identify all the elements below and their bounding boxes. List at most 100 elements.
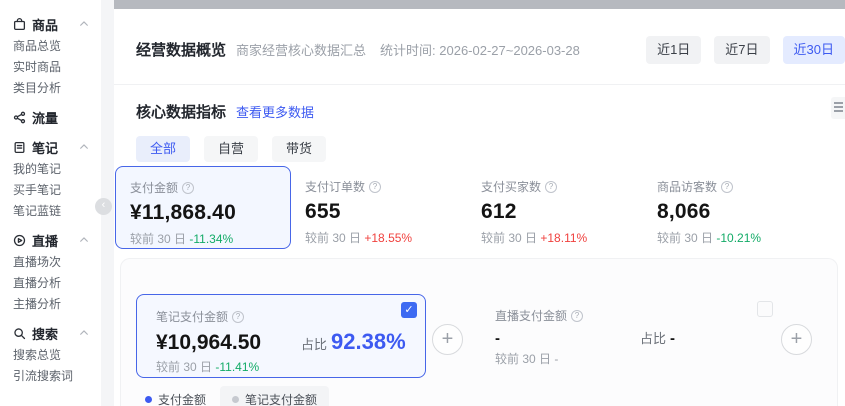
sidebar-item-buyer-notes[interactable]: 买手笔记	[13, 183, 62, 197]
stat-time: 统计时间: 2026-02-27~2026-03-28	[380, 43, 580, 58]
metric-label: 支付订单数 ?	[305, 178, 467, 195]
chevron-up-icon[interactable]	[79, 328, 89, 338]
legend-dot	[232, 396, 240, 403]
sidebar-group-label: 商品	[32, 17, 59, 33]
metric-compare: 较前 30 日 +18.11%	[481, 231, 588, 245]
chevron-up-icon[interactable]	[79, 19, 89, 29]
help-icon[interactable]: ?	[571, 309, 584, 322]
sidebar: 商品 商品总览 实时商品 类目分析 流量 笔记 我的笔记 买手笔记 笔记蓝链 直…	[0, 0, 101, 406]
sidebar-item-my-notes[interactable]: 我的笔记	[13, 162, 62, 176]
sidebar-group-notes[interactable]: 笔记	[0, 135, 101, 159]
sidebar-group-label: 流量	[32, 110, 59, 126]
sidebar-item-search-overview[interactable]: 搜索总览	[13, 348, 62, 362]
truncated-edge-control[interactable]	[831, 97, 845, 119]
metric-label: 支付买家数 ?	[481, 178, 643, 195]
breakdown-change: -11.41%	[215, 360, 260, 374]
checkbox-unchecked[interactable]	[757, 301, 773, 317]
tab-self-operated[interactable]: 自营	[204, 136, 259, 162]
help-icon[interactable]: ?	[545, 180, 558, 193]
range-button-group: 近1日 近7日 近30日	[633, 35, 845, 64]
breakdown-value-row: ¥10,964.50 占比 92.38%	[156, 329, 425, 355]
search-icon	[13, 327, 26, 340]
sidebar-group-search[interactable]: 搜索	[0, 321, 101, 345]
breakdown-card-live-payment[interactable]: 直播支付金额 ? - 占比 - 较前 30 日 -	[476, 294, 781, 378]
help-icon[interactable]: ?	[182, 181, 195, 194]
breakdown-label: 直播支付金额 ?	[495, 307, 781, 324]
sidebar-item-note-links[interactable]: 笔记蓝链	[13, 204, 62, 218]
breakdown-label: 笔记支付金额 ?	[156, 308, 425, 325]
help-icon[interactable]: ?	[232, 310, 245, 323]
breakdown-value-row: - 占比 -	[495, 328, 781, 347]
note-icon	[13, 141, 26, 154]
chart-legend: 支付金额 笔记支付金额	[145, 386, 330, 406]
sidebar-group-products[interactable]: 商品	[0, 12, 101, 36]
traffic-icon	[13, 111, 26, 124]
section-header: 核心数据指标 查看更多数据	[114, 85, 845, 122]
metric-compare: 较前 30 日 +18.55%	[305, 231, 413, 245]
range-button-30d[interactable]: 近30日	[782, 35, 845, 64]
metric-label: 商品访客数 ?	[657, 178, 819, 195]
ratio-label: 占比	[640, 331, 667, 346]
range-button-7d[interactable]: 近7日	[714, 35, 770, 64]
page-subtitle: 商家经营核心数据汇总	[236, 43, 367, 58]
panel-header: 经营数据概览 商家经营核心数据汇总 统计时间: 2026-02-27~2026-…	[114, 9, 845, 85]
ratio-value: -	[670, 330, 676, 347]
add-metric-button[interactable]: +	[432, 324, 463, 355]
range-button-1d[interactable]: 近1日	[646, 35, 702, 64]
help-icon[interactable]: ?	[721, 180, 734, 193]
ratio-label: 占比	[301, 337, 328, 352]
metric-card-row: 支付金额 ? ¥11,868.40 较前 30 日 -11.34% 支付订单数 …	[115, 166, 845, 249]
sidebar-item-realtime-products[interactable]: 实时商品	[13, 60, 62, 74]
chevron-up-icon[interactable]	[79, 142, 89, 152]
sidebar-group-label: 搜索	[32, 326, 59, 342]
chevron-up-icon[interactable]	[79, 235, 89, 245]
metric-change: +18.11%	[540, 231, 588, 245]
sidebar-item-host-analysis[interactable]: 主播分析	[13, 297, 62, 311]
sidebar-item-live-analysis[interactable]: 直播分析	[13, 276, 62, 290]
add-metric-button[interactable]: +	[781, 324, 812, 355]
sidebar-group-live[interactable]: 直播	[0, 228, 101, 252]
breakdown-card-note-payment[interactable]: ✓ 笔记支付金额 ? ¥10,964.50 占比 92.38% 较前 30 日 …	[136, 294, 426, 378]
checkbox-checked[interactable]: ✓	[401, 302, 417, 318]
tab-affiliate[interactable]: 带货	[272, 136, 327, 162]
product-icon	[13, 17, 26, 31]
legend-item-note-payment-amount[interactable]: 笔记支付金额	[220, 386, 330, 406]
section-title: 核心数据指标	[136, 104, 227, 121]
metric-label: 支付金额 ?	[130, 179, 290, 196]
page-title: 经营数据概览	[136, 42, 227, 59]
metric-value: ¥11,868.40	[130, 201, 236, 224]
breakdown-compare: 较前 30 日 -	[495, 352, 559, 366]
metric-change: +18.55%	[364, 231, 413, 245]
main-panel: 经营数据概览 商家经营核心数据汇总 统计时间: 2026-02-27~2026-…	[114, 9, 845, 406]
collapse-panel-button[interactable]: ‹	[95, 198, 112, 215]
breakdown-value: ¥10,964.50	[156, 331, 262, 354]
metric-compare: 较前 30 日 -11.34%	[130, 232, 234, 246]
metric-card-product-visitors[interactable]: 商品访客数 ? 8,066 较前 30 日 -10.21%	[643, 166, 819, 249]
metric-card-payment-amount[interactable]: 支付金额 ? ¥11,868.40 较前 30 日 -11.34%	[115, 166, 291, 249]
metric-compare: 较前 30 日 -10.21%	[657, 231, 762, 245]
legend-dot	[145, 396, 152, 403]
metric-value: 8,066	[657, 200, 711, 223]
breakdown-compare: 较前 30 日 -11.41%	[156, 360, 260, 374]
sidebar-group-label: 笔记	[32, 140, 59, 156]
metric-change: -11.34%	[189, 232, 234, 246]
horizontal-scrollbar[interactable]	[114, 0, 845, 9]
help-icon[interactable]: ?	[369, 180, 382, 193]
metric-card-payment-orders[interactable]: 支付订单数 ? 655 较前 30 日 +18.55%	[291, 166, 467, 249]
sidebar-item-product-overview[interactable]: 商品总览	[13, 39, 62, 53]
ratio-value: 92.38%	[331, 329, 406, 354]
sidebar-group-traffic[interactable]: 流量	[0, 105, 101, 129]
metric-change: -10.21%	[716, 231, 762, 245]
breakdown-panel: ✓ 笔记支付金额 ? ¥10,964.50 占比 92.38% 较前 30 日 …	[120, 258, 838, 406]
sidebar-item-category-analysis[interactable]: 类目分析	[13, 81, 62, 95]
legend-item-payment-amount[interactable]: 支付金额	[145, 391, 206, 406]
metric-value: 655	[305, 200, 341, 223]
breakdown-value: -	[495, 330, 500, 347]
tab-all[interactable]: 全部	[136, 136, 191, 162]
sidebar-item-traffic-search-terms[interactable]: 引流搜索词	[13, 369, 74, 383]
sidebar-item-live-sessions[interactable]: 直播场次	[13, 255, 62, 269]
sidebar-group-label: 直播	[32, 233, 59, 249]
metric-card-payment-buyers[interactable]: 支付买家数 ? 612 较前 30 日 +18.11%	[467, 166, 643, 249]
live-icon	[13, 234, 26, 247]
view-more-link[interactable]: 查看更多数据	[236, 105, 315, 120]
